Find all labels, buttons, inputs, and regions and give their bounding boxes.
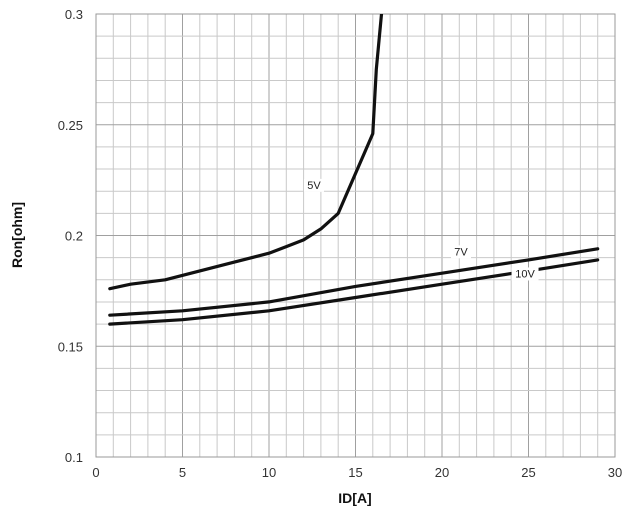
series-label-bg (451, 245, 472, 259)
x-tick-label: 25 (521, 465, 535, 480)
y-tick-label: 0.3 (65, 7, 83, 22)
y-tick-label: 0.15 (58, 339, 83, 354)
series-line-7v (108, 247, 600, 317)
x-axis-ticks: 0 5 10 15 20 25 30 (92, 465, 622, 480)
series-label-bg (303, 178, 324, 192)
series-labels: 5V 7V 10V (303, 178, 539, 281)
y-axis-title: Ron[ohm] (9, 202, 25, 268)
series-label-bg (511, 267, 539, 281)
x-tick-label: 0 (92, 465, 99, 480)
plot-frame (95, 13, 616, 458)
x-axis-title: ID[A] (338, 490, 371, 506)
y-tick-label: 0.1 (65, 450, 83, 465)
series-line-5v (108, 14, 384, 291)
x-tick-label: 15 (348, 465, 362, 480)
y-tick-label: 0.25 (58, 118, 83, 133)
grid (95, 13, 616, 458)
x-tick-label: 5 (179, 465, 186, 480)
series-label-10v: 10V (515, 268, 535, 280)
y-tick-label: 0.2 (65, 229, 83, 244)
series-label-7v: 7V (454, 246, 468, 258)
x-tick-label: 30 (608, 465, 622, 480)
y-axis-ticks: 0.1 0.15 0.2 0.25 0.3 (58, 7, 83, 465)
x-tick-label: 10 (262, 465, 276, 480)
x-tick-label: 20 (435, 465, 449, 480)
series-label-5v: 5V (307, 180, 321, 192)
